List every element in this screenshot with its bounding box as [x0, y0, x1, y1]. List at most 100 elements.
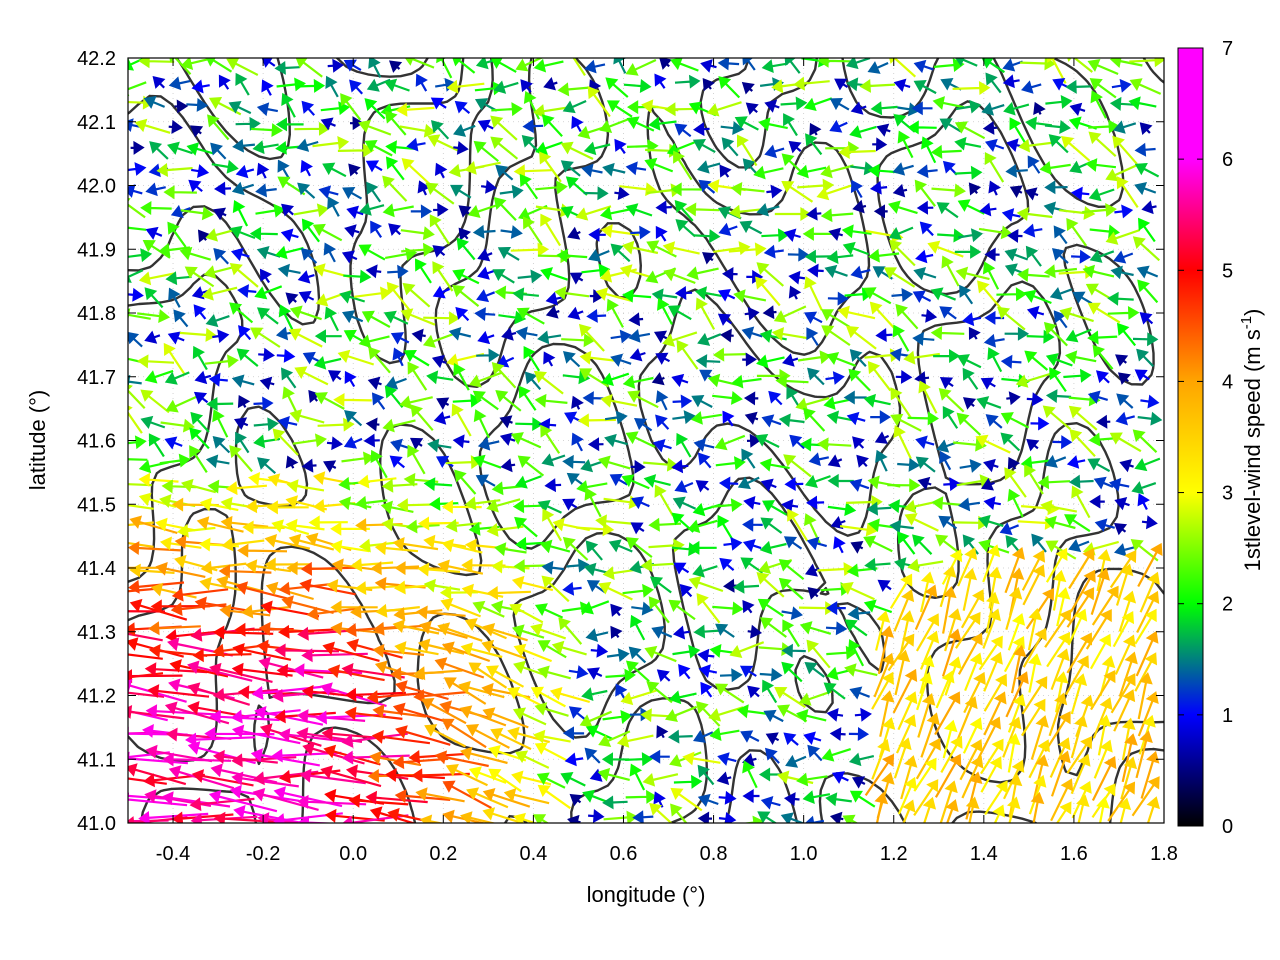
wind-vector	[603, 810, 639, 823]
wind-vector	[915, 249, 934, 264]
wind-vector	[1107, 305, 1140, 320]
wind-vector	[1023, 223, 1043, 238]
wind-vector	[599, 206, 630, 221]
wind-vector	[533, 370, 564, 395]
wind-vector	[597, 767, 630, 782]
wind-vector	[1002, 74, 1020, 89]
wind-vector	[448, 327, 472, 341]
wind-vector	[672, 625, 690, 640]
wind-vector	[939, 118, 962, 133]
wind-vector	[625, 789, 658, 804]
wind-vector	[156, 163, 193, 177]
wind-vector	[1114, 634, 1136, 675]
wind-vector	[292, 433, 327, 448]
wind-vector	[1139, 122, 1153, 136]
wind-vector	[1090, 669, 1116, 711]
wind-vector	[807, 367, 825, 386]
wind-vector	[968, 182, 982, 196]
wind-vector	[622, 583, 654, 598]
wind-vector	[495, 390, 522, 412]
wind-vector	[736, 704, 767, 719]
wind-vector	[919, 571, 935, 613]
wind-vector	[1009, 117, 1026, 143]
wind-vector	[721, 137, 739, 157]
wind-vector	[917, 476, 932, 491]
wind-vector	[206, 58, 233, 73]
wind-vector	[533, 814, 550, 823]
wind-vector	[252, 140, 279, 154]
wind-vector	[1007, 228, 1023, 243]
wind-vector	[962, 534, 979, 555]
wind-vector	[845, 58, 871, 70]
wind-vector	[473, 409, 490, 439]
wind-vector	[477, 330, 495, 345]
wind-vector	[828, 227, 843, 242]
y-tick-label: 41.3	[77, 622, 116, 644]
wind-vector	[717, 58, 740, 71]
wind-vector	[595, 514, 632, 529]
wind-vector	[1052, 435, 1073, 450]
wind-vector	[956, 696, 978, 740]
wind-vector	[756, 354, 785, 369]
wind-vector	[1107, 781, 1136, 822]
wind-vector	[325, 75, 339, 98]
wind-vector	[914, 584, 938, 631]
wind-vector	[441, 499, 482, 514]
wind-vector	[1052, 569, 1067, 611]
wind-vector	[419, 620, 468, 639]
wind-vector	[186, 142, 215, 156]
wind-vector	[128, 498, 154, 510]
wind-vector	[957, 199, 985, 215]
wind-vector	[399, 395, 433, 410]
wind-vector	[1137, 691, 1159, 737]
wind-vector	[672, 410, 696, 425]
wind-vector	[954, 121, 986, 140]
wind-vector	[1109, 549, 1137, 589]
wind-vector	[628, 312, 644, 327]
wind-vector	[337, 143, 375, 158]
wind-vector	[288, 533, 335, 551]
wind-vector	[781, 643, 806, 658]
wind-vector	[629, 348, 646, 362]
x-tick-label: 1.6	[1060, 843, 1088, 865]
wind-vector	[958, 497, 981, 512]
wind-vector	[608, 539, 633, 553]
wind-vector	[654, 73, 667, 89]
wind-vector	[983, 496, 1001, 510]
wind-vector	[537, 784, 571, 810]
wind-vector	[829, 119, 848, 133]
wind-vector	[289, 305, 322, 321]
wind-vector	[907, 120, 937, 135]
wind-vector	[602, 710, 633, 724]
wind-vector	[833, 536, 846, 554]
wind-vector	[610, 603, 623, 617]
wind-vector	[826, 708, 844, 722]
wind-vector	[980, 738, 1004, 775]
wind-vector	[899, 610, 915, 653]
wind-vector	[877, 579, 892, 592]
wind-vector	[259, 268, 272, 284]
wind-vector	[1132, 429, 1158, 453]
wind-vector	[625, 431, 656, 448]
wind-vector	[507, 686, 544, 708]
wind-vector	[255, 203, 286, 218]
wind-vector	[807, 587, 821, 600]
wind-vector	[235, 164, 255, 179]
wind-vector	[561, 333, 596, 348]
wind-vector	[371, 392, 386, 410]
wind-vector	[417, 180, 431, 196]
wind-vector	[806, 327, 819, 346]
wind-vector	[1105, 163, 1139, 182]
wind-vector	[190, 125, 204, 138]
wind-vector	[975, 434, 1011, 454]
wind-vector	[1070, 186, 1090, 201]
wind-vector	[472, 390, 499, 411]
wind-vector	[1005, 163, 1028, 178]
wind-vector	[458, 680, 505, 699]
wind-vector	[695, 480, 710, 493]
wind-vector	[1068, 474, 1094, 489]
wind-vector	[653, 330, 668, 344]
wind-vector	[674, 123, 692, 138]
wind-vector	[821, 748, 852, 762]
wind-vector	[693, 730, 714, 743]
